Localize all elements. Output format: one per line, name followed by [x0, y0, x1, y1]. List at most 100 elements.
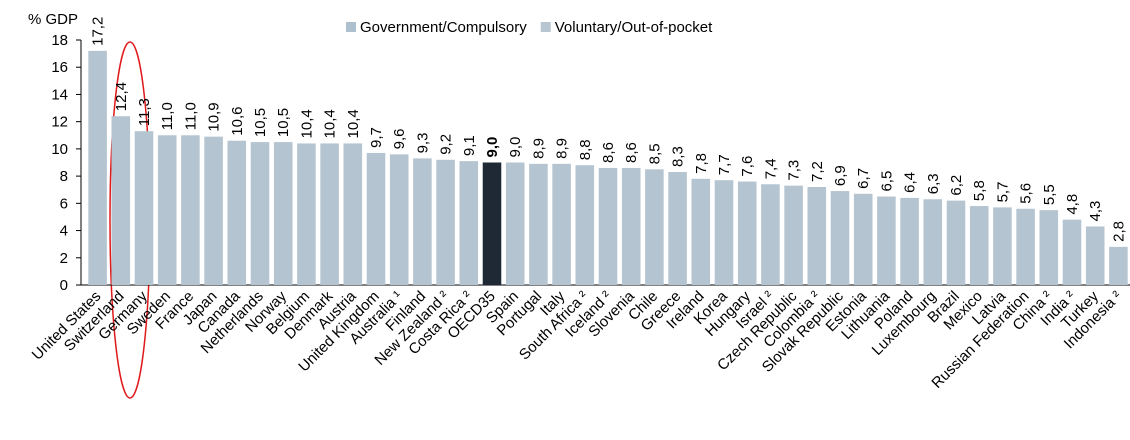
legend-label: Government/Compulsory	[360, 19, 527, 36]
value-label: 5,6	[1018, 183, 1035, 204]
y-tick-label: 0	[60, 277, 68, 294]
bar	[900, 197, 919, 285]
value-label: 6,2	[948, 175, 965, 196]
value-label: 6,4	[902, 172, 919, 193]
bar	[784, 185, 803, 285]
value-label: 4,3	[1087, 201, 1104, 222]
value-label: 6,3	[925, 173, 942, 194]
value-label: 12,4	[113, 82, 130, 111]
legend-swatch	[540, 22, 551, 32]
value-label: 11,3	[136, 98, 153, 126]
bar	[157, 135, 177, 285]
value-label: 9,7	[368, 127, 385, 148]
y-tick-label: 10	[51, 141, 68, 158]
value-label: 8,6	[600, 142, 617, 163]
bar	[877, 196, 896, 285]
bar	[969, 206, 989, 285]
bar	[320, 143, 339, 285]
bar	[459, 161, 479, 285]
value-label: 9,0	[484, 137, 501, 158]
legend: Government/Compulsory Voluntary/Out-of-po…	[346, 19, 713, 36]
bar	[529, 163, 548, 285]
y-tick-label: 14	[51, 86, 68, 103]
value-label: 7,6	[739, 156, 756, 177]
value-label: 9,6	[391, 128, 408, 149]
y-tick-label: 4	[60, 223, 68, 240]
bar	[181, 135, 200, 285]
value-label: 10,5	[252, 108, 269, 137]
bar	[436, 159, 455, 285]
value-label: 2,8	[1110, 221, 1127, 242]
y-tick-label: 18	[51, 32, 68, 49]
value-label: 8,5	[646, 143, 663, 164]
value-label: 8,9	[530, 138, 547, 159]
bar	[1039, 210, 1059, 285]
bar	[134, 131, 154, 285]
value-label: 10,5	[275, 108, 292, 137]
bar	[88, 50, 107, 286]
bar	[1016, 208, 1035, 285]
value-label: 8,6	[623, 142, 640, 163]
value-label: 4,8	[1064, 194, 1081, 215]
bar	[946, 200, 966, 285]
value-label: 7,4	[762, 158, 779, 179]
value-label: 10,6	[229, 107, 246, 136]
bar	[807, 187, 827, 285]
value-label: 11,0	[159, 102, 176, 130]
value-label: 9,1	[461, 135, 478, 156]
value-label: 7,2	[809, 161, 826, 182]
bar	[111, 116, 131, 285]
bar	[1109, 246, 1128, 285]
bar	[204, 136, 223, 285]
value-label: 9,0	[507, 137, 524, 158]
bar	[645, 169, 664, 285]
bar	[691, 178, 711, 285]
value-label: 9,3	[414, 133, 431, 154]
y-tick-label: 12	[51, 114, 68, 131]
y-tick-label: 2	[60, 250, 68, 267]
value-label: 7,7	[716, 154, 733, 175]
value-label: 11,0	[182, 102, 199, 130]
value-label: 10,9	[206, 102, 223, 131]
value-label: 10,4	[345, 109, 362, 138]
y-tick-label: 8	[60, 168, 68, 185]
bar	[668, 172, 687, 285]
bar	[227, 140, 247, 285]
value-label: 8,9	[554, 138, 571, 159]
value-label: 6,7	[855, 168, 872, 189]
bar	[993, 207, 1012, 285]
value-label: 5,8	[971, 180, 988, 201]
bar	[413, 158, 432, 285]
bar	[505, 162, 525, 285]
value-label: 17,2	[90, 17, 107, 46]
bar	[552, 163, 571, 285]
bar	[575, 165, 595, 285]
bar	[621, 167, 641, 285]
value-label: 9,2	[438, 134, 455, 155]
bar	[297, 143, 316, 285]
bar	[853, 193, 873, 285]
y-axis-label: % GDP	[28, 11, 78, 28]
value-label: 7,3	[786, 160, 803, 181]
value-label: 5,7	[994, 182, 1011, 203]
bar	[830, 191, 850, 285]
bar	[250, 142, 270, 285]
value-label: 5,5	[1041, 184, 1058, 205]
legend-label: Voluntary/Out-of-pocket	[555, 19, 713, 36]
value-label: 8,3	[670, 146, 687, 167]
legend-swatch	[346, 22, 356, 32]
y-tick-label: 6	[60, 195, 68, 212]
bar	[923, 199, 943, 285]
y-tick-label: 16	[51, 59, 68, 76]
value-label: 10,4	[322, 109, 339, 138]
bar	[737, 181, 757, 285]
value-label: 6,5	[878, 171, 895, 192]
value-label: 6,9	[832, 165, 849, 186]
value-label: 8,8	[577, 139, 594, 160]
bar	[714, 180, 734, 285]
bar	[343, 143, 363, 285]
bar	[1085, 226, 1105, 285]
bar	[389, 154, 409, 285]
value-label: 7,8	[693, 153, 710, 174]
